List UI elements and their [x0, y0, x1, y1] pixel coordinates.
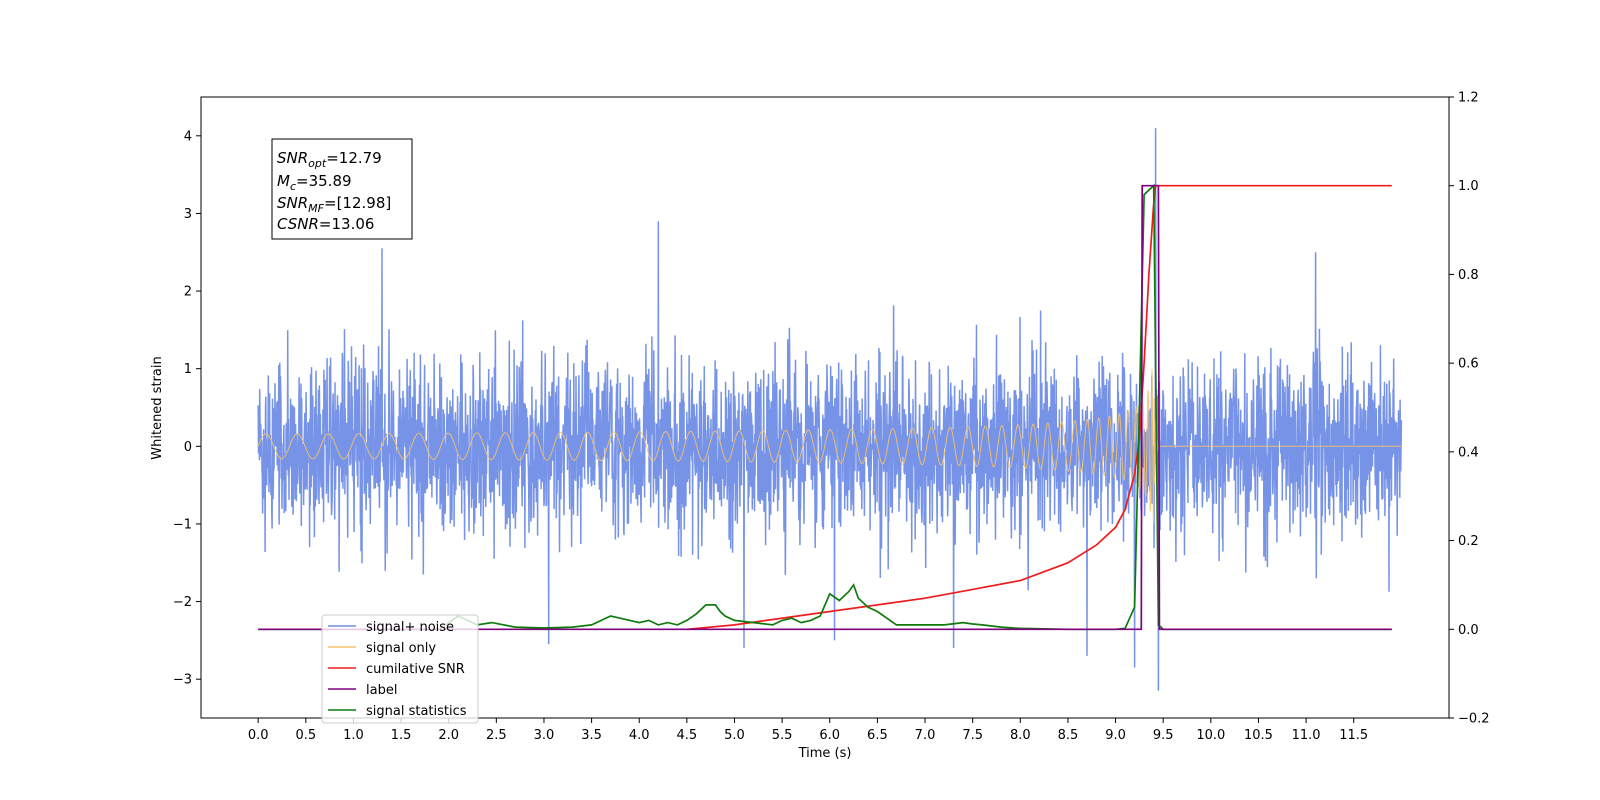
x-tick-label: 5.5	[772, 728, 793, 743]
y-axis-right: −0.2 0.0 0.2 0.4 0.6 0.8 1.0 1.2	[1449, 91, 1490, 727]
annotation-box: SNRopt=12.79 Mc=35.89 SNRMF=[12.98] CSNR…	[271, 138, 413, 240]
plot-area	[257, 128, 1403, 691]
x-tick-label: 6.5	[867, 728, 888, 743]
y-tick-label-right: 1.0	[1458, 179, 1479, 194]
x-tick-label: 2.5	[486, 728, 507, 743]
x-tick-label: 5.0	[724, 728, 745, 743]
legend-label-signal-statistics: signal statistics	[366, 704, 467, 719]
x-tick-label: 9.0	[1105, 728, 1126, 743]
x-tick-label: 4.5	[677, 728, 698, 743]
annotation-mc: Mc=35.89	[277, 172, 352, 193]
y-tick-label-right: 0.4	[1458, 445, 1479, 460]
annotation-frame	[271, 138, 413, 240]
y-tick-label-left: 2	[184, 285, 192, 300]
x-tick-label: 6.0	[819, 728, 840, 743]
y-tick-label-left: 1	[184, 362, 192, 377]
annotation-csnr: CSNR=13.06	[277, 215, 374, 233]
legend-label-cumulative-snr: cumilative SNR	[366, 662, 465, 677]
series-signal-only	[257, 368, 1402, 524]
x-tick-label: 8.5	[1058, 728, 1079, 743]
x-tick-label: 9.5	[1153, 728, 1174, 743]
y-tick-label-left: 3	[184, 207, 192, 222]
legend: signal+ noise signal only cumilative SNR…	[321, 614, 479, 724]
x-tick-label: 7.5	[962, 728, 983, 743]
x-tick-label: 11.0	[1292, 728, 1321, 743]
series-signal-noise	[257, 128, 1403, 691]
y-tick-label-left: −2	[173, 595, 192, 610]
x-tick-label: 10.0	[1196, 728, 1225, 743]
y-tick-label-right: −0.2	[1458, 712, 1490, 727]
x-tick-label: 3.0	[534, 728, 555, 743]
x-tick-label: 2.0	[438, 728, 459, 743]
x-tick-label: 1.0	[343, 728, 364, 743]
y-axis-left: −3 −2 −1 0 1 2 3 4	[173, 129, 201, 688]
y-tick-label-right: 0.2	[1458, 534, 1479, 549]
x-axis: 0.0 0.5 1.0 1.5 2.0 2.5 3.0 3.5 4.0 4.5 5.0 5.5 6.0 6…	[248, 718, 1368, 743]
legend-label-label: label	[366, 683, 397, 698]
x-tick-label: 4.0	[629, 728, 650, 743]
y-tick-label-right: 0.6	[1458, 357, 1479, 372]
x-tick-label: 8.0	[1010, 728, 1031, 743]
y-tick-label-left: 4	[184, 129, 192, 144]
plot-frame	[200, 96, 1450, 719]
x-tick-label: 0.0	[248, 728, 269, 743]
x-tick-label: 7.0	[915, 728, 936, 743]
legend-label-signal-noise: signal+ noise	[366, 620, 454, 635]
annotation-snr-opt: SNRopt=12.79	[277, 149, 382, 170]
y-tick-label-left: −1	[173, 517, 192, 532]
y-tick-label-left: −3	[173, 673, 192, 688]
y-tick-label-right: 0.0	[1458, 623, 1479, 638]
legend-label-signal-only: signal only	[366, 641, 436, 656]
x-tick-label: 1.5	[391, 728, 412, 743]
y-tick-label-left: 0	[184, 440, 192, 455]
annotation-snr-mf: SNRMF=[12.98]	[277, 194, 391, 215]
x-tick-label: 0.5	[295, 728, 316, 743]
x-tick-label: 3.5	[581, 728, 602, 743]
x-tick-label: 10.5	[1244, 728, 1273, 743]
y-tick-label-right: 0.8	[1458, 268, 1479, 283]
series-label	[258, 184, 1392, 631]
x-axis-label: Time (s)	[798, 746, 852, 761]
y-tick-label-right: 1.2	[1458, 91, 1479, 106]
y-axis-label-left: Whitened strain	[150, 356, 165, 459]
legend-frame	[321, 614, 479, 724]
x-tick-label: 11.5	[1339, 728, 1368, 743]
